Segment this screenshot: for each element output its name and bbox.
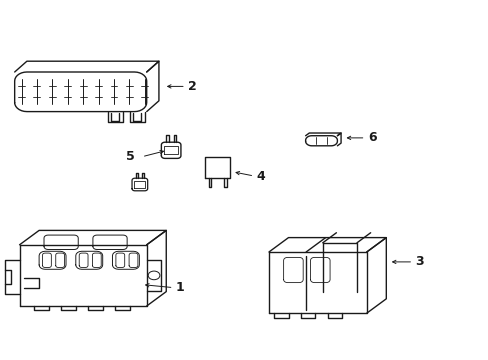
Text: 5: 5 [125, 150, 134, 163]
Text: 4: 4 [256, 170, 265, 183]
Text: 3: 3 [415, 255, 424, 269]
Text: 2: 2 [188, 80, 197, 93]
Text: 1: 1 [176, 281, 184, 294]
Text: 6: 6 [367, 131, 376, 144]
